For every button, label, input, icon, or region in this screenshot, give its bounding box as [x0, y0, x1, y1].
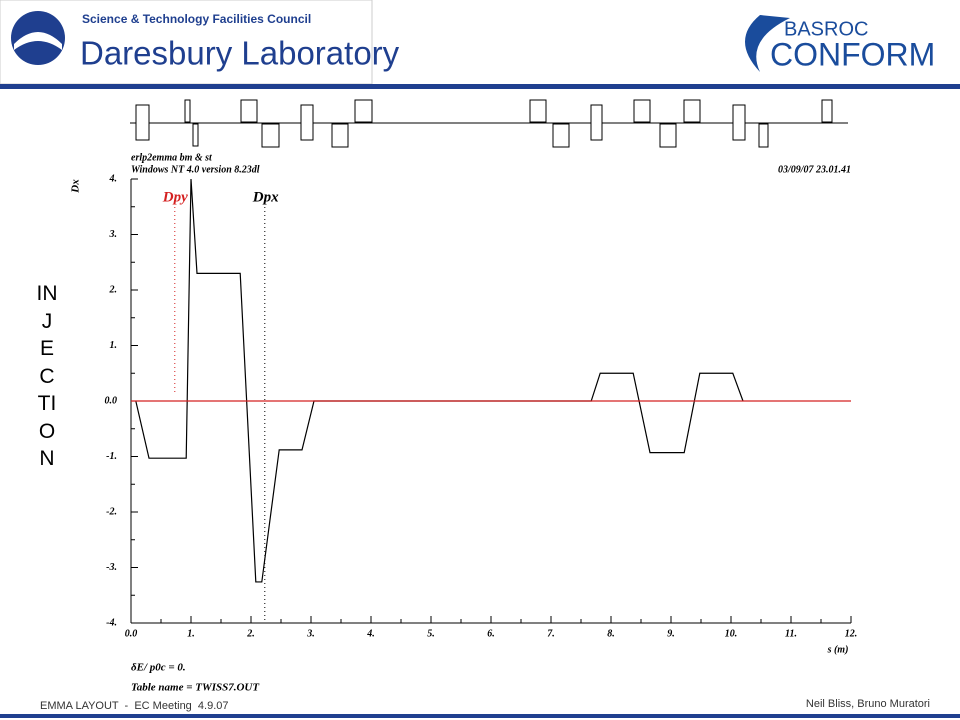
y-tick-label: -2. — [106, 506, 117, 517]
x-tick-label: 8. — [607, 628, 615, 639]
run-subtitle: Windows NT 4.0 version 8.23dl — [131, 164, 260, 175]
magnet — [590, 104, 603, 141]
x-tick-label: 10. — [725, 628, 738, 639]
y-tick-label: 1. — [110, 340, 118, 351]
magnet — [184, 99, 191, 123]
x-tick-label: 7. — [547, 628, 555, 639]
logo-top: BASROC — [784, 18, 868, 40]
y-tick-label: -3. — [106, 562, 117, 573]
x-tick-label: 1. — [187, 628, 195, 639]
magnet — [529, 99, 547, 123]
y-tick-label: -4. — [106, 617, 117, 628]
note: Table name = TWISS7.OUT — [131, 682, 260, 694]
magnet — [758, 123, 769, 148]
legend-label: Dpy — [162, 189, 188, 205]
footer-left: EMMA LAYOUT - EC Meeting 4.9.07 — [40, 700, 229, 712]
footer-rule — [0, 714, 960, 718]
note: δE/ p0c = 0. — [131, 662, 186, 674]
y-tick-label: 4. — [109, 173, 118, 184]
y-axis-label: Dx — [70, 179, 82, 194]
x-tick-label: 12. — [845, 628, 858, 639]
conform-swoosh — [745, 15, 790, 72]
magnet — [331, 123, 349, 148]
magnet — [821, 99, 833, 123]
org-name: Science & Technology Facilities Council — [82, 12, 311, 26]
magnet — [192, 123, 199, 147]
magnet — [354, 99, 373, 123]
y-tick-label: 2. — [109, 284, 118, 295]
series-line — [135, 178, 744, 583]
footer-right: Neil Bliss, Bruno Muratori — [805, 698, 930, 710]
side-title: INJECTION — [36, 282, 58, 470]
x-tick-label: 5. — [427, 628, 435, 639]
x-tick-label: 3. — [306, 628, 315, 639]
magnet — [300, 104, 314, 141]
magnet — [552, 123, 570, 148]
x-tick-label: 6. — [487, 628, 495, 639]
x-tick-label: 2. — [246, 628, 255, 639]
header-rule — [0, 84, 960, 89]
lab-name: Daresbury Laboratory — [80, 35, 400, 72]
run-title: erlp2emma bm & st — [131, 152, 213, 163]
logo-main: CONFORM — [770, 36, 935, 72]
x-tick-label: 0.0 — [125, 628, 138, 639]
stfc-emblem-rays — [14, 32, 62, 50]
y-tick-label: -1. — [106, 451, 117, 462]
x-tick-label: 9. — [667, 628, 675, 639]
magnet — [240, 99, 258, 123]
lattice — [130, 99, 848, 148]
x-tick-label: 4. — [366, 628, 375, 639]
x-tick-label: 11. — [785, 628, 797, 639]
magnet — [683, 99, 701, 123]
x-axis-label: s (m) — [827, 644, 849, 655]
magnet — [261, 123, 280, 148]
magnet — [659, 123, 677, 148]
magnet — [633, 99, 651, 123]
magnet — [732, 104, 746, 141]
legend-label: Dpx — [252, 189, 279, 205]
y-tick-label: 0.0 — [105, 395, 118, 406]
y-tick-label: 3. — [109, 229, 118, 240]
magnet — [135, 104, 150, 141]
timestamp: 03/09/07 23.01.41 — [778, 164, 851, 175]
